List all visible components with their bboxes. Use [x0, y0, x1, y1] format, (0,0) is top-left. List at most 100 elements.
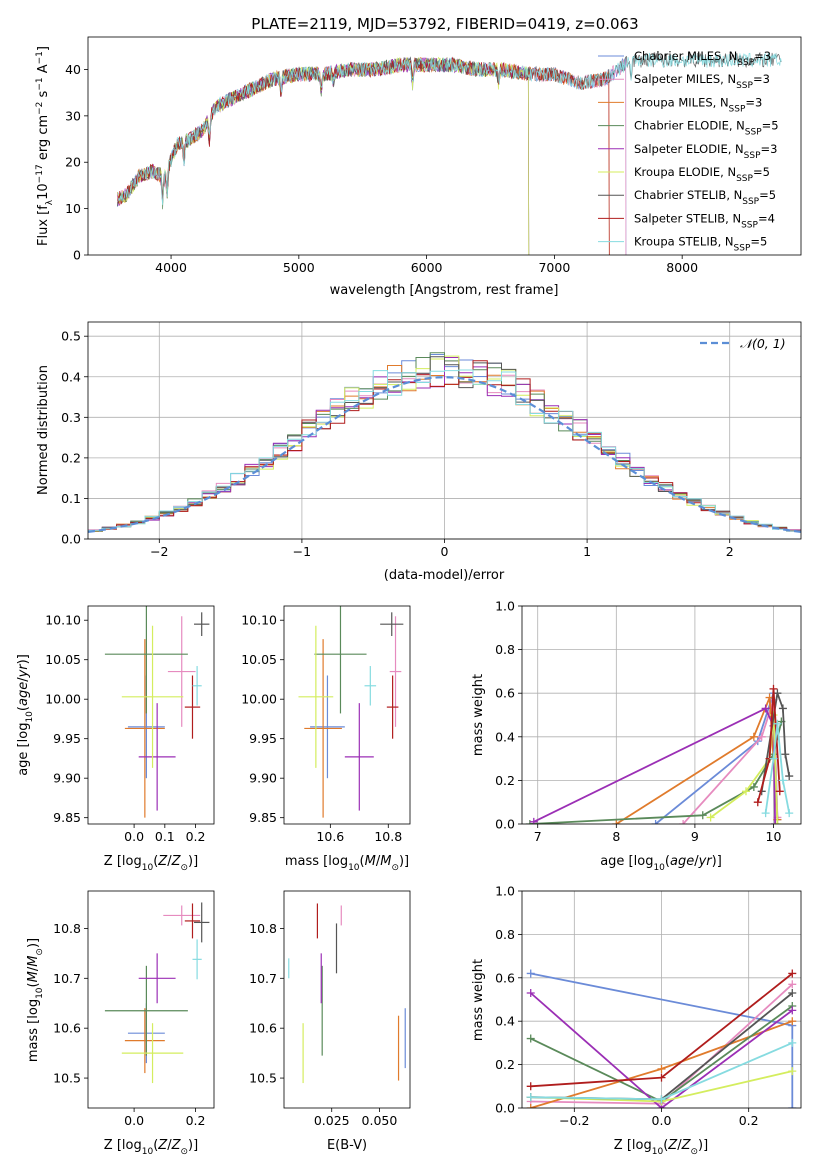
errorbar-2: [124, 1008, 165, 1074]
x-tick-label: 4000: [155, 260, 187, 275]
y-ticks: 0.0 0.2 0.4 0.6 0.8 1.0: [495, 884, 522, 1116]
weight-marker: [788, 1017, 797, 1026]
y-tick-label: 0.8: [495, 927, 515, 942]
weight-marker: [761, 704, 770, 713]
x-tick-label: 10.8: [374, 829, 402, 844]
axes-residuals: −2 −1 0 1 2 0.0 0.1 0.2 0.3 0.4 0.5 (data-model)/er…: [36, 321, 802, 583]
weight-marker: [788, 1038, 797, 1047]
weight-marker: [788, 980, 797, 989]
x-tick-label: 7000: [538, 260, 570, 275]
plot-area: [526, 969, 797, 1108]
x-tick-label: 8000: [666, 260, 698, 275]
plot-area: [104, 902, 210, 1084]
y-tick-label: 9.90: [53, 771, 81, 786]
y-tick-label: 9.85: [249, 810, 277, 825]
y-tick-label: 10.6: [53, 1021, 81, 1036]
errorbar-1: [167, 616, 196, 727]
errorbar-4: [138, 953, 176, 1004]
x-ticks: 0.0 0.1 0.2: [124, 824, 206, 844]
y-tick-label: 30: [65, 108, 81, 123]
y-tick-label: 9.90: [249, 771, 277, 786]
y-axis-label: mass weight: [471, 959, 486, 1041]
y-tick-label: 0.3: [61, 410, 81, 425]
plot-area: [298, 606, 404, 818]
x-tick-label: −0.2: [559, 1113, 589, 1128]
y-tick-label: 0.0: [495, 1101, 515, 1116]
x-tick-label: 0.2: [186, 1113, 206, 1128]
weight-marker: [526, 1104, 535, 1108]
weight-marker: [657, 1064, 666, 1073]
legend-entry: 𝒩(0, 1): [740, 336, 786, 351]
axes-frame: [87, 605, 215, 825]
y-tick-label: 0.2: [61, 450, 81, 465]
y-ticks: 9.85 9.90 9.95 10.00 10.05 10.10: [241, 613, 284, 825]
plot-area: [104, 606, 210, 818]
y-ticks: 10.5 10.6 10.7 10.8: [249, 921, 284, 1086]
y-tick-label: 10.7: [249, 971, 277, 986]
y-tick-label: 10: [65, 201, 81, 216]
legend-entry: Kroupa MILES, NSSP=3: [634, 95, 762, 114]
y-tick-label: 0.4: [495, 1014, 515, 1029]
weight-marker: [526, 969, 535, 978]
weight-marker: [526, 1093, 535, 1102]
y-tick-label: 10.8: [249, 921, 277, 936]
x-ticks: 4000 5000 6000 7000 8000: [155, 255, 698, 275]
errorbar-1: [389, 616, 402, 727]
x-ticks: −0.2 0.0 0.2: [559, 1108, 759, 1128]
axes-frame: [87, 36, 802, 256]
weight-marker: [778, 776, 787, 785]
y-tick-label: 9.95: [249, 731, 277, 746]
weight-marker: [785, 772, 794, 781]
weight-marker: [771, 820, 780, 824]
weight-marker: [526, 988, 535, 997]
weight-marker: [769, 754, 778, 763]
x-tick-label: 0.0: [124, 829, 144, 844]
weight-marker: [773, 820, 782, 824]
weight-marker: [785, 809, 794, 818]
y-ticks: 0.0 0.1 0.2 0.3 0.4 0.5: [61, 329, 88, 547]
errorbar-5: [121, 625, 184, 768]
weight-line-7: [756, 688, 781, 803]
weight-line-2: [615, 697, 779, 824]
errorbar-2: [304, 639, 342, 818]
axes-spectrum: 4000 5000 6000 7000 8000 0 10 20 30 40 wavelength …: [35, 36, 802, 298]
errorbar-3: [314, 606, 367, 714]
errorbar-6: [194, 612, 210, 637]
plot-layer: 4000 5000 6000 7000 8000010203040wavelength …: [16, 36, 802, 1157]
errorbar-4: [138, 703, 176, 811]
x-tick-label: 10.6: [316, 829, 344, 844]
errorbar-1: [163, 905, 201, 926]
x-tick-label: −1: [293, 544, 311, 559]
weight-marker: [753, 798, 762, 807]
x-tick-label: 0.2: [186, 829, 206, 844]
x-tick-label: 0.2: [739, 1113, 759, 1128]
spectrum-line-2: [117, 57, 610, 255]
weight-marker: [775, 787, 784, 796]
plot-area: [288, 903, 406, 1084]
x-tick-label: 0.0: [652, 1113, 672, 1128]
y-tick-label: 40: [65, 62, 81, 77]
weight-marker: [778, 704, 787, 713]
y-tick-label: 10.10: [241, 613, 277, 628]
errorbar-8: [364, 666, 377, 706]
weight-marker: [788, 988, 797, 997]
weight-marker: [781, 750, 790, 759]
y-tick-label: 9.95: [53, 731, 81, 746]
y-tick-label: 1.0: [495, 599, 515, 614]
y-tick-label: 10.00: [45, 692, 81, 707]
x-axis-label: Z [log10(Z/Z⊙)]: [614, 1138, 708, 1157]
spectrum-line-3: [117, 57, 530, 255]
x-axis-label: wavelength [Angstrom, rest frame]: [330, 283, 559, 298]
weight-marker: [757, 732, 766, 741]
weight-marker: [657, 1073, 666, 1082]
x-tick-label: 0.1: [155, 829, 175, 844]
weight-line-4: [533, 707, 776, 824]
y-ticks: 10.5 10.6 10.7 10.8: [53, 921, 88, 1086]
y-tick-label: 0.5: [61, 329, 81, 344]
x-tick-label: 1: [583, 544, 591, 559]
x-axis-label: Z [log10(Z/Z⊙)]: [104, 854, 198, 873]
errorbar-8: [192, 666, 202, 706]
x-tick-label: 9: [691, 829, 699, 844]
legend-entry: Salpeter MILES, NSSP=3: [634, 72, 770, 91]
